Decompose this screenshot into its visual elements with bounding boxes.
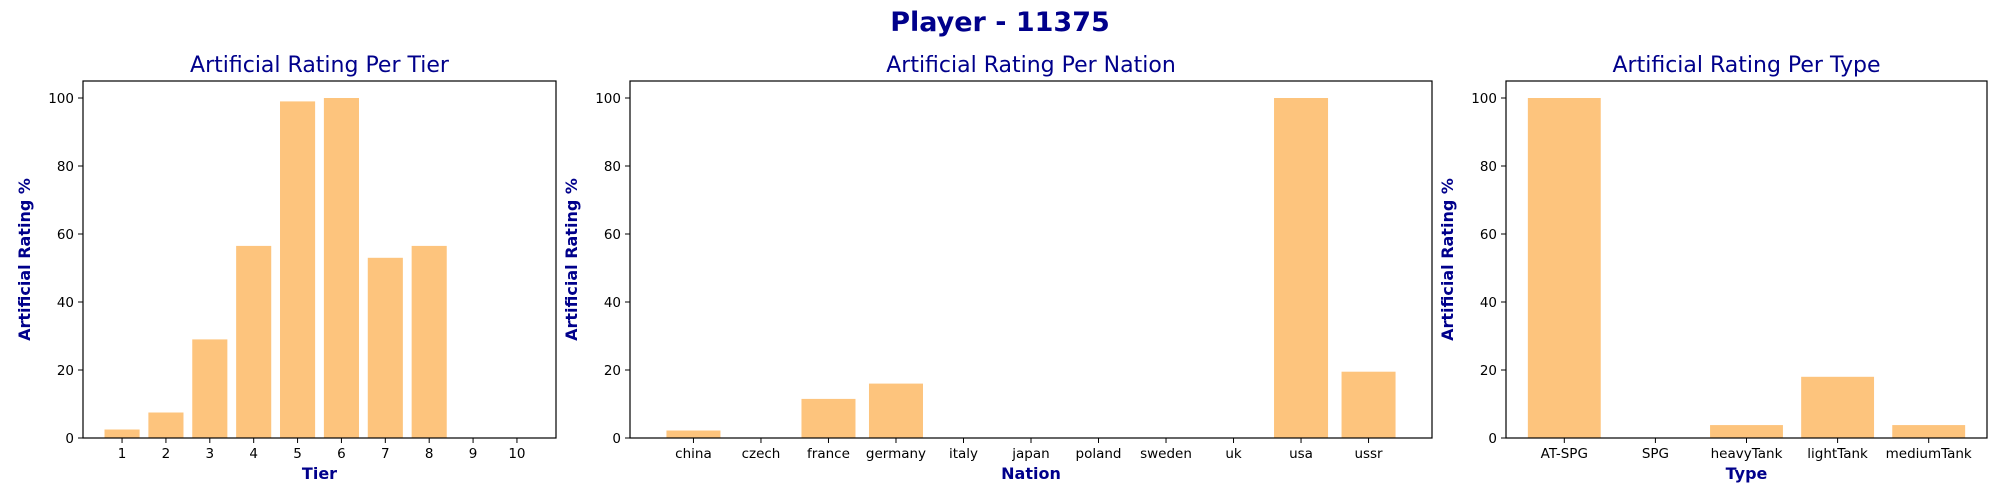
x-tick-label: usa [1289,446,1313,462]
bar-8 [411,245,447,438]
x-tick-label: czech [742,446,781,462]
chart-panel-1: 0 20 40 60 80 100 1 2 3 4 5 6 7 8 9 10 Artificial Rating… [15,53,557,483]
bar-germany [868,383,923,438]
y-tick-label: 40 [57,295,74,311]
x-tick-label: poland [1076,446,1122,462]
x-tick-label: heavyTank [1711,446,1783,462]
y-tick-label: 80 [57,159,74,175]
bar-usa [1274,98,1329,438]
y-axis-label: Artificial Rating % [15,178,34,341]
bar-3 [192,339,228,438]
x-tick-label: 7 [381,446,390,462]
y-tick-label: 100 [1471,91,1497,107]
y-tick-label: 20 [1480,363,1497,379]
figure-title: Player - 11375 [890,7,1110,38]
bar-lightTank [1801,376,1875,438]
y-tick-label: 20 [57,363,74,379]
x-tick-label: 10 [508,446,525,462]
y-tick-label: 60 [604,227,621,243]
x-tick-label: 3 [206,446,215,462]
x-tick-label: uk [1225,446,1242,462]
y-tick-label: 60 [1480,227,1497,243]
x-tick-label: france [807,446,850,462]
x-tick-label: italy [949,446,978,462]
x-tick-label: 4 [249,446,258,462]
x-axis-label: Tier [302,464,337,483]
bar-4 [236,245,272,438]
y-tick-label: 0 [65,431,74,447]
y-tick-label: 40 [604,295,621,311]
bar-ussr [1341,371,1396,438]
bar-6 [323,98,359,438]
y-axis-label: Artificial Rating % [562,178,581,341]
y-tick-label: 100 [595,91,621,107]
x-tick-label: ussr [1354,446,1383,462]
y-tick-label: 20 [604,363,621,379]
bar-5 [280,101,316,439]
y-tick-label: 40 [1480,295,1497,311]
plot-frame [82,80,557,439]
chart-panel-2: 0 20 40 60 80 100 china czech france germany italy… [562,53,1433,483]
x-tick-label: japan [1011,446,1049,462]
chart-title: Artificial Rating Per Tier [190,53,450,78]
x-tick-label: 5 [293,446,302,462]
x-tick-label: 1 [118,446,127,462]
bar-france [801,398,856,438]
x-tick-label: AT-SPG [1541,446,1588,462]
bar-AT-SPG [1527,98,1601,438]
y-axis-label: Artificial Rating % [1438,178,1457,341]
x-axis-label: Type [1726,464,1768,483]
bar-7 [367,257,403,438]
x-tick-label: china [675,446,712,462]
bar-china [666,430,721,438]
y-tick-label: 0 [1488,431,1497,447]
y-tick-label: 0 [612,431,621,447]
charts-container: 0 20 40 60 80 100 1 2 3 4 5 6 7 8 9 10 Artificial Rating… [15,53,1988,483]
y-tick-label: 100 [48,91,74,107]
x-tick-label: SPG [1642,446,1669,462]
x-tick-label: lightTank [1807,446,1868,462]
y-tick-label: 80 [1480,159,1497,175]
x-tick-label: sweden [1140,446,1192,462]
chart-title: Artificial Rating Per Type [1613,53,1881,78]
x-tick-label: germany [866,446,926,462]
y-tick-label: 60 [57,227,74,243]
bar-heavyTank [1710,425,1783,438]
bar-2 [148,412,184,438]
chart-title: Artificial Rating Per Nation [886,53,1176,78]
x-axis-label: Nation [1001,464,1061,483]
x-tick-label: 8 [425,446,434,462]
x-tick-label: 2 [162,446,171,462]
x-tick-label: 9 [469,446,478,462]
bar-mediumTank [1892,425,1966,438]
y-tick-label: 80 [604,159,621,175]
bar-1 [104,429,140,438]
chart-panel-3: 0 20 40 60 80 100 AT-SPG SPG heavyTank lightTank m… [1438,53,1988,483]
x-tick-label: mediumTank [1886,446,1972,462]
x-tick-label: 6 [337,446,346,462]
